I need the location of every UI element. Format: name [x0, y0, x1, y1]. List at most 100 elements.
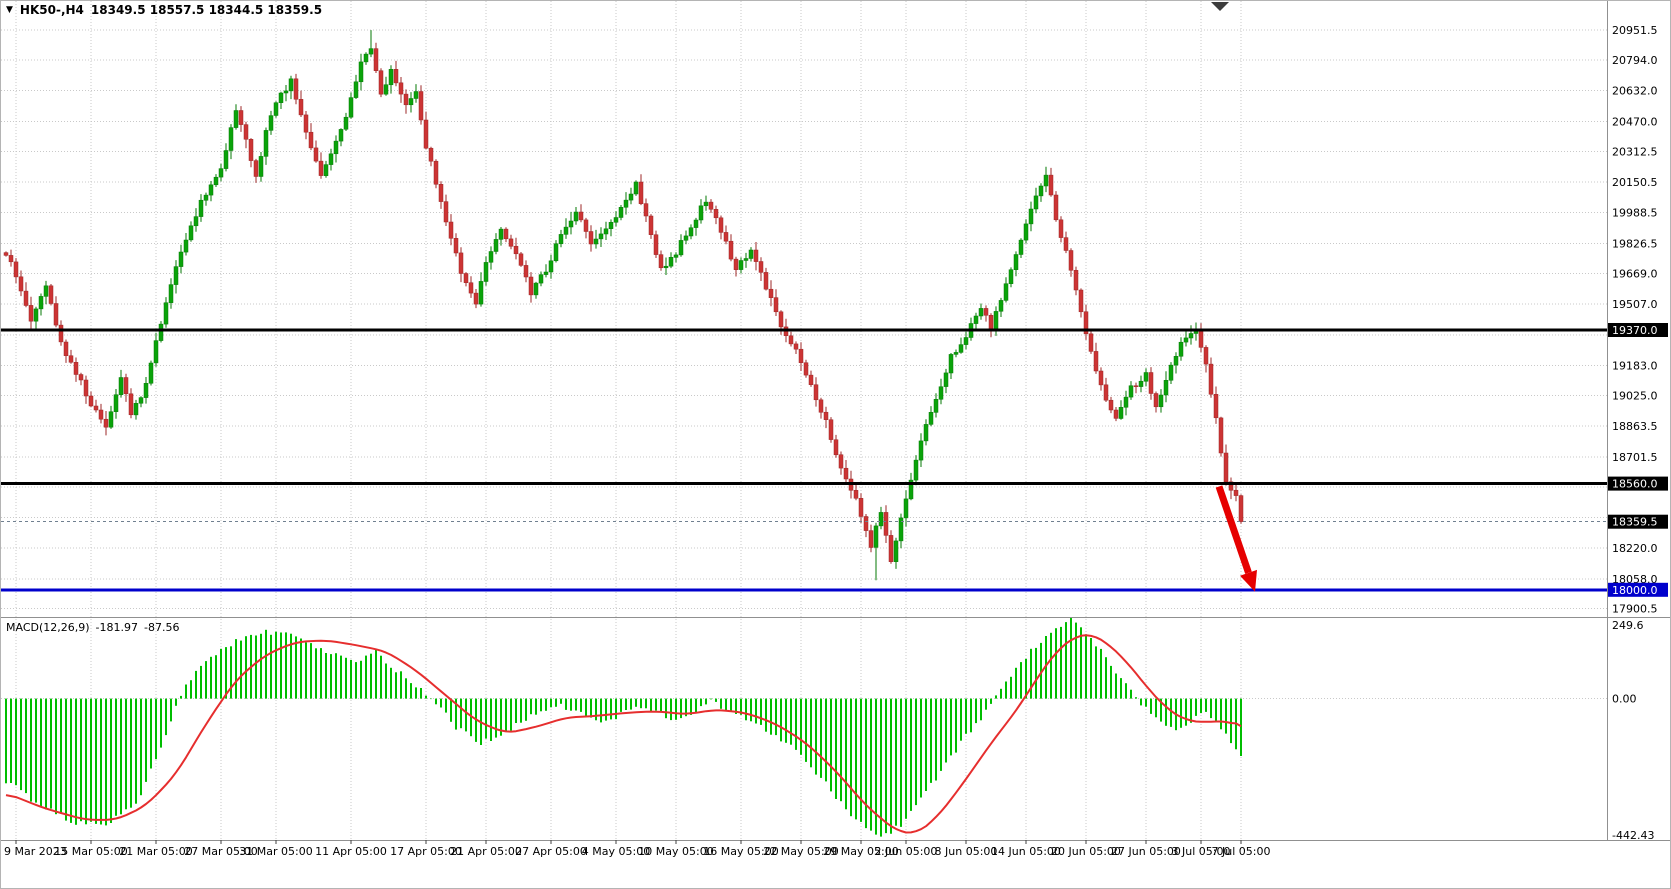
- candle-body: [798, 348, 804, 363]
- candle-body: [1223, 452, 1229, 483]
- candle-body: [133, 403, 139, 416]
- x-axis-label: 11 Apr 05:00: [315, 845, 387, 858]
- candle-body: [718, 217, 724, 233]
- candle-body: [858, 498, 864, 517]
- candle-body: [553, 243, 559, 262]
- y-axis-label: 20794.0: [1612, 54, 1658, 67]
- symbol-period-label: HK50-,H4: [19, 3, 84, 17]
- candle-body: [1163, 380, 1169, 396]
- candle-body: [168, 284, 174, 303]
- candle-body: [33, 308, 39, 322]
- candle-body: [818, 399, 824, 413]
- candle-body: [698, 205, 704, 221]
- candle-body: [1173, 356, 1179, 366]
- x-axis-label: 15 Mar 05:00: [54, 845, 127, 858]
- candle-body: [603, 228, 609, 235]
- candle-body: [438, 184, 444, 202]
- x-axis-label: 27 Apr 05:00: [515, 845, 587, 858]
- candle-body: [428, 147, 434, 162]
- macd-name: MACD(12,26,9): [6, 621, 90, 634]
- candle-body: [533, 282, 539, 296]
- red-arrow-head[interactable]: [1240, 569, 1257, 592]
- price-tag-label: 18359.5: [1612, 516, 1658, 529]
- x-axis-label: 27 Mar 05:00: [184, 845, 257, 858]
- x-axis-label: 3 Jul 05:00: [1172, 845, 1231, 858]
- candle-body: [398, 82, 404, 95]
- candle-body: [1033, 195, 1039, 210]
- y-axis-label: 19025.0: [1612, 389, 1658, 402]
- candle-body: [768, 288, 774, 298]
- candle-body: [878, 512, 884, 527]
- candle-body: [1003, 283, 1009, 301]
- candle-body: [753, 249, 759, 262]
- candle-body: [1088, 333, 1094, 352]
- candle-body: [943, 372, 949, 387]
- candle-body: [1188, 333, 1194, 339]
- candle-body: [88, 395, 94, 407]
- candle-body: [373, 48, 379, 71]
- red-arrow-shaft[interactable]: [1215, 485, 1252, 574]
- candle-body: [963, 337, 969, 345]
- candle-body: [678, 240, 684, 256]
- price-tag-label: 18560.0: [1612, 478, 1658, 491]
- candle-body: [738, 260, 744, 270]
- candle-body: [148, 362, 154, 384]
- candle-body: [843, 467, 849, 480]
- x-axis-label: 16 May 05:00: [703, 845, 778, 858]
- candle-body: [873, 525, 879, 548]
- candle-body: [3, 252, 9, 256]
- candle-body: [673, 254, 679, 258]
- candle-body: [183, 239, 189, 253]
- candle-body: [1093, 351, 1099, 372]
- candle-body: [1208, 363, 1214, 395]
- candle-body: [558, 234, 564, 245]
- candle-body: [268, 115, 274, 131]
- candle-body: [733, 258, 739, 270]
- candle-body: [793, 343, 799, 350]
- candle-body: [8, 255, 14, 263]
- candle-body: [888, 535, 894, 562]
- candle-body: [503, 228, 509, 240]
- candle-body: [808, 374, 814, 385]
- candle-body: [493, 239, 499, 252]
- candle-body: [308, 131, 314, 149]
- candle-body: [1238, 495, 1244, 522]
- candle-body: [648, 215, 654, 235]
- candle-body: [263, 130, 269, 157]
- candle-body: [1128, 385, 1134, 398]
- candle-body: [1068, 250, 1074, 271]
- candle-body: [1008, 269, 1014, 284]
- candle-body: [998, 300, 1004, 312]
- candle-body: [638, 181, 644, 204]
- candle-body: [548, 260, 554, 273]
- candle-body: [453, 238, 459, 254]
- candle-body: [653, 234, 659, 255]
- candle-body: [1038, 185, 1044, 197]
- candle-body: [198, 199, 204, 217]
- chart-shift-marker[interactable]: [1211, 2, 1229, 11]
- candle-body: [103, 418, 109, 428]
- macd-signal-value: -87.56: [144, 621, 180, 634]
- x-axis-label: 21 Mar 05:00: [119, 845, 192, 858]
- y-axis-label: 18058.0: [1612, 573, 1658, 586]
- y-axis-label: 18863.5: [1612, 420, 1658, 433]
- candle-body: [758, 261, 764, 273]
- candle-body: [293, 78, 299, 100]
- price-tag-label: 18000.0: [1612, 584, 1658, 597]
- candle-body: [178, 251, 184, 267]
- candle-body: [903, 498, 909, 519]
- candle-body: [623, 199, 629, 208]
- candle-body: [48, 285, 54, 304]
- candle-body: [393, 69, 399, 84]
- candle-body: [788, 335, 794, 345]
- candle-body: [913, 459, 919, 481]
- candle-body: [778, 311, 784, 328]
- candle-body: [458, 252, 464, 274]
- candle-body: [543, 271, 549, 275]
- y-axis-label: 18220.0: [1612, 542, 1658, 555]
- candle-body: [238, 110, 244, 125]
- quick-trade-toggle-icon[interactable]: ▼: [6, 4, 13, 15]
- price-tag: [1608, 582, 1668, 597]
